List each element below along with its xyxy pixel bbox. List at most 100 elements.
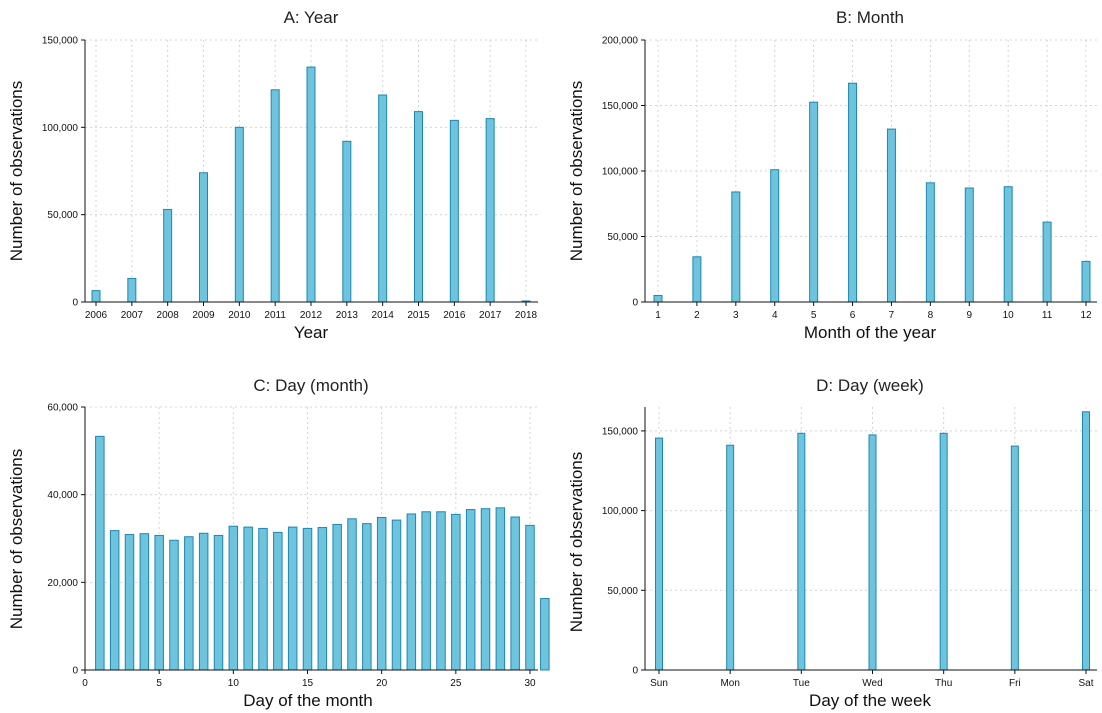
x-tick-label: 12 [1080, 310, 1092, 321]
bar [124, 534, 135, 671]
bar [362, 523, 372, 671]
x-tick-label: 5 [156, 678, 162, 689]
x-tick-label: 6 [850, 310, 856, 321]
bar [939, 432, 948, 671]
bar [449, 119, 459, 303]
x-tick-label: 7 [889, 310, 895, 321]
bar [451, 513, 461, 671]
bar [655, 437, 663, 671]
x-tick-label: 10 [228, 678, 240, 689]
bar [406, 513, 417, 671]
bar [199, 172, 208, 303]
bar [163, 208, 173, 303]
bar [525, 524, 535, 671]
x-tick-label: 11 [1042, 310, 1053, 321]
y-tick-label: 100,000 [602, 167, 639, 178]
x-tick-label: 2010 [228, 310, 251, 321]
y-axis-label: Number of observations [567, 81, 586, 261]
panel-c-day-month: C: Day (month) Day of the month Number o… [7, 376, 550, 710]
bar [421, 511, 431, 671]
bar [1010, 445, 1019, 671]
bar [378, 94, 388, 303]
bar [485, 118, 495, 303]
bar [302, 527, 313, 671]
bar [109, 530, 120, 671]
x-tick-label: 0 [82, 678, 88, 689]
bar [243, 526, 253, 671]
x-tick-label: 1 [655, 310, 661, 321]
x-tick-label: 2018 [515, 310, 538, 321]
bar [228, 525, 239, 671]
y-tick-label: 50,000 [607, 232, 638, 243]
x-tick-label: 2015 [407, 310, 430, 321]
x-tick-label: 3 [733, 310, 739, 321]
bar [1042, 221, 1052, 303]
y-tick-label: 0 [632, 666, 638, 677]
y-axis-label: Number of observations [7, 449, 26, 629]
y-tick-label: 50,000 [607, 586, 638, 597]
x-tick-label: 25 [450, 678, 462, 689]
bar [95, 435, 105, 671]
x-tick-label: 2011 [264, 310, 286, 321]
bar [376, 516, 387, 671]
bar [480, 508, 491, 671]
x-axis-label: Day of the month [243, 691, 372, 710]
x-tick-label: 5 [811, 310, 817, 321]
bar [925, 182, 935, 303]
y-tick-label: 50,000 [47, 210, 78, 221]
y-axis-label: Number of observations [7, 81, 26, 261]
y-tick-label: 150,000 [602, 101, 639, 112]
bar [653, 294, 663, 303]
x-tick-label: 20 [376, 678, 388, 689]
x-tick-label: 4 [772, 310, 778, 321]
bar [770, 169, 780, 303]
x-tick-label: Wed [862, 678, 882, 689]
x-tick-label: Thu [935, 678, 952, 689]
bar [258, 527, 268, 671]
bar [391, 519, 402, 671]
bar [332, 523, 342, 671]
x-tick-label: Tue [793, 678, 810, 689]
bar [797, 432, 806, 671]
bar [91, 290, 101, 303]
chart-title: A: Year [284, 8, 339, 27]
x-tick-label: 2 [694, 310, 700, 321]
bar [198, 532, 209, 671]
bar [1081, 260, 1091, 303]
bar [287, 526, 298, 671]
x-tick-label: Fri [1009, 678, 1021, 689]
bar [213, 534, 224, 671]
y-tick-label: 60,000 [47, 403, 78, 414]
x-tick-label: 8 [928, 310, 934, 321]
bar [270, 89, 280, 303]
x-tick-label: Mon [720, 678, 739, 689]
panel-a-year: A: Year Year Number of observations 0 50,… [7, 8, 538, 342]
bar [726, 444, 735, 671]
bar [139, 533, 150, 671]
y-tick-label: 200,000 [602, 36, 639, 47]
bar [868, 434, 877, 671]
y-axis-label: Number of observations [567, 452, 586, 632]
x-tick-label: 2016 [443, 310, 466, 321]
y-tick-label: 100,000 [42, 123, 79, 134]
bar [127, 277, 137, 303]
bar [692, 256, 702, 303]
x-tick-label: 2008 [157, 310, 180, 321]
bar [848, 82, 858, 303]
bar [886, 128, 896, 303]
x-tick-label: 10 [1003, 310, 1015, 321]
x-tick-label: 30 [524, 678, 536, 689]
bar [273, 531, 283, 671]
chart-title: C: Day (month) [253, 376, 368, 395]
bar [731, 191, 741, 303]
x-tick-label: Sat [1078, 678, 1093, 689]
x-tick-label: 2007 [121, 310, 144, 321]
y-tick-label: 0 [72, 298, 78, 309]
x-tick-label: Sun [650, 678, 668, 689]
bar [1003, 186, 1013, 303]
chart-title: B: Month [836, 8, 904, 27]
y-tick-label: 40,000 [47, 490, 78, 501]
x-tick-label: 2006 [85, 310, 108, 321]
x-tick-label: 2013 [336, 310, 359, 321]
bar [234, 126, 244, 303]
